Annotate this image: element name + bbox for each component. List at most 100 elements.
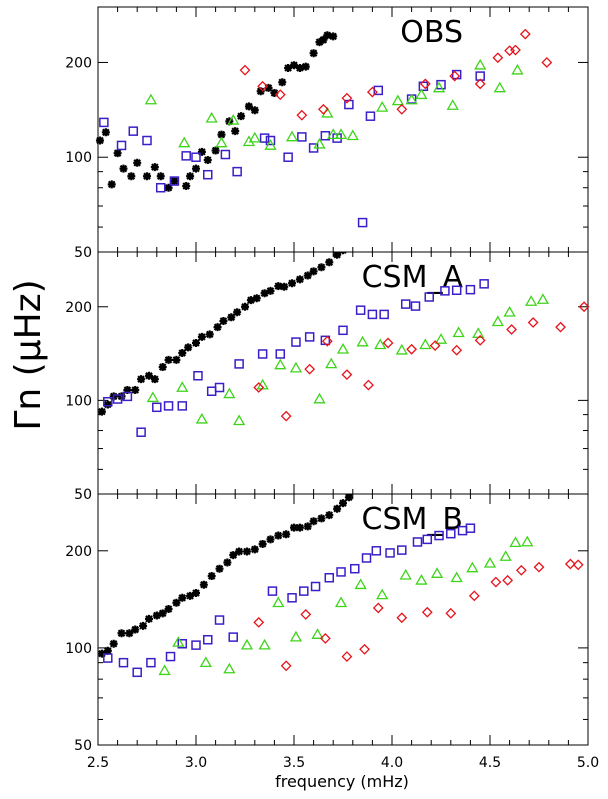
data-point-square: [422, 534, 433, 545]
data-point-asterisk: [152, 611, 161, 620]
data-point-diamond: [510, 44, 521, 56]
panel-obs: 50 100 200 OBS: [65, 6, 589, 261]
data-point-diamond: [321, 335, 333, 347]
series-diamond: [253, 301, 590, 422]
data-point-triangle: [240, 638, 254, 650]
data-point-triangle: [405, 93, 418, 105]
data-point-square: [136, 427, 146, 437]
data-point-triangle: [521, 535, 534, 547]
data-point-triangle: [354, 578, 367, 590]
data-point-triangle: [395, 343, 408, 355]
data-point-asterisk: [101, 128, 110, 137]
data-point-triangle: [242, 135, 256, 147]
panel-csm-a: 50 100 200 CSM_A: [65, 234, 590, 503]
data-point-asterisk: [123, 385, 132, 394]
x-axis-label: frequency (mHz): [275, 772, 409, 791]
data-point-diamond: [492, 52, 504, 64]
data-point-asterisk: [205, 330, 214, 339]
data-point-diamond: [449, 70, 461, 82]
data-point-diamond: [572, 559, 584, 571]
data-point-square: [116, 140, 127, 151]
data-point-asterisk: [278, 78, 287, 87]
data-point-asterisk: [164, 605, 173, 614]
data-point-asterisk: [217, 130, 226, 139]
data-point-asterisk: [223, 558, 232, 567]
data-point-square: [287, 593, 297, 603]
data-point-triangle: [311, 628, 324, 639]
data-point-asterisk: [333, 252, 342, 259]
data-point-square: [373, 85, 384, 96]
data-point-square: [355, 305, 366, 315]
x-axis: 2.5 3.0 3.5 4.0 4.5 5.0: [87, 755, 599, 771]
data-point-triangle: [374, 338, 387, 350]
data-point-diamond: [274, 89, 286, 101]
data-point-asterisk: [103, 646, 112, 655]
data-point-asterisk: [309, 49, 318, 58]
series-diamond: [253, 558, 584, 672]
data-point-triangle: [509, 536, 522, 548]
data-point-diamond: [578, 301, 590, 313]
y-tick-label: 100: [65, 641, 92, 657]
data-point-triangle: [248, 131, 261, 143]
data-point-square: [177, 401, 188, 411]
data-point-asterisk: [250, 545, 259, 554]
data-point-triangle: [146, 391, 160, 403]
y-tick-label: 100: [65, 150, 92, 166]
data-point-asterisk: [144, 614, 153, 623]
data-point-square: [336, 567, 346, 577]
data-point-square: [257, 349, 268, 359]
data-point-asterisk: [203, 155, 212, 164]
data-point-square: [379, 309, 389, 320]
data-point-asterisk: [158, 363, 167, 372]
data-point-asterisk: [103, 400, 112, 409]
data-point-asterisk: [156, 172, 165, 181]
data-point-asterisk: [349, 234, 357, 242]
data-point-asterisk: [282, 530, 291, 539]
plot-frame: [97, 251, 589, 495]
data-point-square: [191, 152, 201, 162]
data-point-square: [103, 396, 113, 407]
data-point-asterisk: [125, 629, 134, 638]
data-point-square: [267, 586, 278, 596]
y-tick-label: 50: [74, 738, 92, 754]
data-point-diamond: [515, 564, 527, 576]
data-point-asterisk: [192, 164, 200, 173]
data-point-asterisk: [325, 258, 334, 267]
data-point-triangle: [399, 568, 412, 580]
data-point-asterisk: [199, 580, 208, 589]
data-point-diamond: [382, 337, 394, 349]
data-point-asterisk: [139, 621, 148, 630]
data-point-diamond: [519, 28, 531, 40]
data-point-asterisk: [288, 279, 297, 288]
data-point-asterisk: [339, 499, 347, 508]
data-point-triangle: [336, 342, 350, 354]
data-point-asterisk: [186, 591, 195, 600]
series-triangle: [144, 58, 524, 150]
data-point-square: [191, 640, 201, 650]
data-point-triangle: [227, 113, 240, 125]
data-point-diamond: [280, 660, 292, 672]
data-point-square: [291, 337, 301, 347]
data-point-asterisk: [131, 385, 140, 394]
plot-frame: [97, 6, 589, 253]
data-point-asterisk: [270, 88, 279, 97]
data-point-diamond: [555, 321, 566, 333]
x-tick-label: 3.0: [185, 755, 207, 771]
data-point-diamond: [366, 86, 378, 98]
data-point-triangle: [376, 101, 389, 112]
data-point-triangle: [274, 358, 287, 370]
data-point-asterisk: [131, 625, 140, 634]
data-point-diamond: [533, 561, 545, 573]
data-point-diamond: [490, 576, 502, 588]
data-point-diamond: [506, 324, 517, 335]
series-square: [103, 523, 476, 678]
data-point-asterisk: [144, 371, 153, 380]
data-point-square: [259, 133, 270, 143]
data-point-square: [203, 169, 213, 180]
data-point-triangle: [415, 574, 428, 585]
data-point-square: [165, 651, 176, 662]
data-point-triangle: [472, 327, 485, 338]
data-point-diamond: [468, 590, 480, 602]
data-point-triangle: [346, 129, 359, 141]
y-tick-label: 50: [74, 487, 92, 503]
